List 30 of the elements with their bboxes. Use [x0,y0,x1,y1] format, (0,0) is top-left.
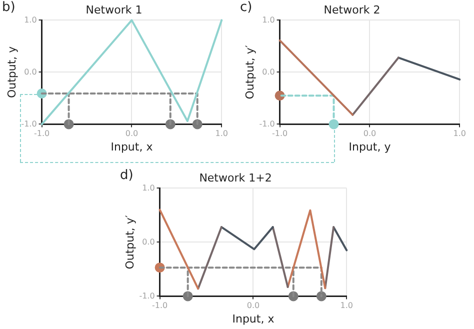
chart-title: Network 1 [86,3,142,16]
x-tick-label: -1.0 [272,129,288,138]
x-tick-label: 1.0 [215,129,228,138]
y-tick-label: -1.0 [259,119,275,128]
x-tick-label: -1.0 [34,129,50,138]
y-tick-label: 1.0 [142,183,155,192]
x-tick-label: 0.0 [363,129,376,138]
chart-title: Network 1+2 [199,171,272,184]
x-axis-title: Input, y [348,140,392,154]
x-tick-label: 0.0 [125,129,138,138]
x-axis-title: Input, x [232,312,275,326]
y-tick-label: 0.0 [24,67,37,76]
y-axis-title: Output, y′ [243,44,256,100]
x-tick-label: 0.0 [246,301,260,310]
y-tick-label: 0.0 [142,237,155,246]
text: b) [2,0,16,15]
x-tick-label: 1.0 [453,129,466,138]
y-axis-title: Output, y [5,46,18,98]
chart-title: Network 2 [324,3,380,16]
y-tick-label: -1.0 [21,119,37,128]
y-tick-label: 1.0 [262,15,275,24]
y-tick-label: -1.0 [139,291,155,300]
y-tick-label: 1.0 [24,15,37,24]
text: d) [120,168,134,183]
x-tick-label: 1.0 [340,301,354,310]
y-axis-title: Output, y′ [123,214,136,270]
text: c) [240,0,252,15]
x-axis-title: Input, x [110,140,154,154]
x-tick-label: -1.0 [152,301,168,310]
y-tick-label: 0.0 [262,67,275,76]
